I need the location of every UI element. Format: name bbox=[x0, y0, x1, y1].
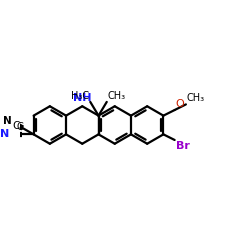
Text: NH: NH bbox=[73, 93, 92, 103]
Text: CH₃: CH₃ bbox=[187, 94, 205, 104]
Text: CH₃: CH₃ bbox=[108, 91, 126, 101]
Text: Br: Br bbox=[176, 141, 190, 151]
Text: O: O bbox=[175, 99, 184, 109]
Text: C: C bbox=[12, 121, 19, 131]
Text: N: N bbox=[0, 129, 9, 139]
Text: H₃C: H₃C bbox=[71, 91, 89, 101]
Text: C: C bbox=[16, 122, 23, 132]
Text: N: N bbox=[2, 116, 11, 126]
